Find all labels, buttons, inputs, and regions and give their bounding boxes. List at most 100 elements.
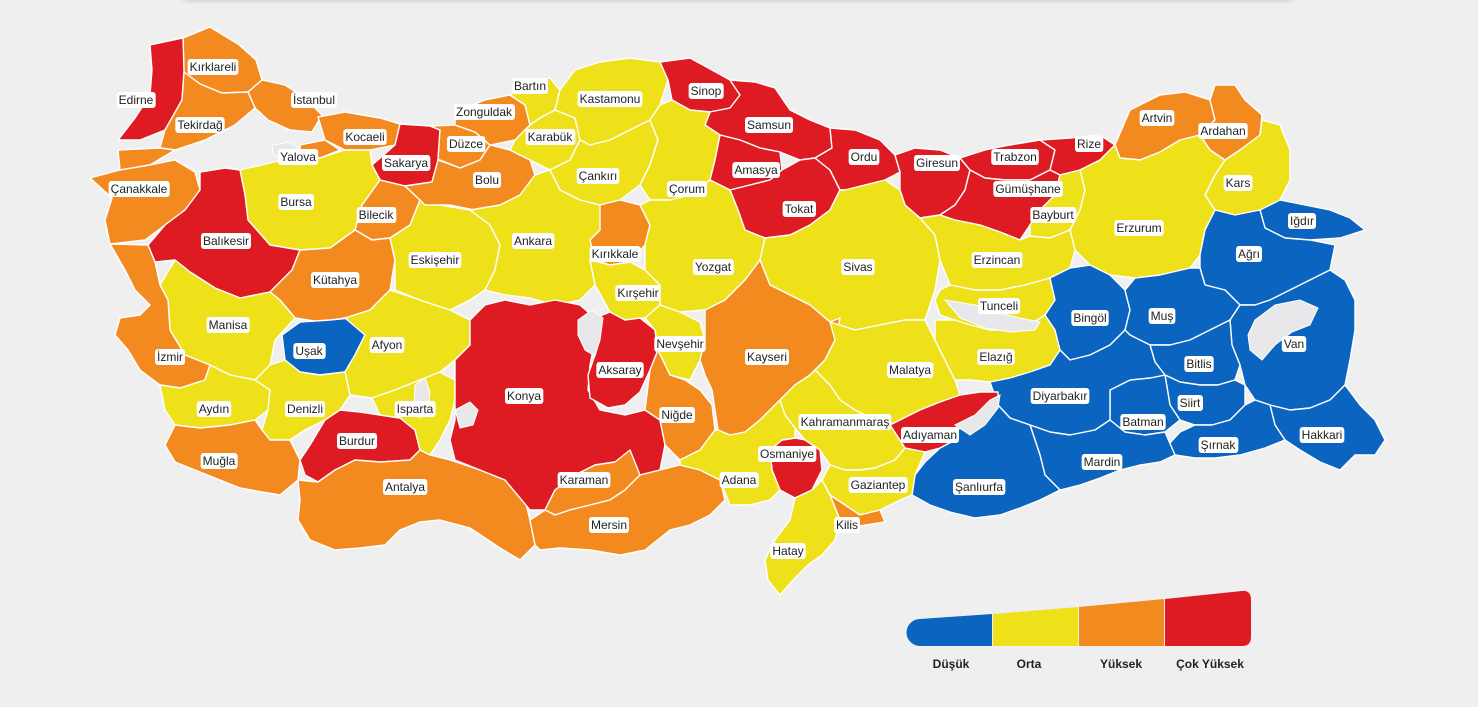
province-label-denizli[interactable]: Denizli	[284, 401, 326, 417]
province-region-edirne[interactable]	[117, 37, 185, 141]
legend-label-low: Düşük	[933, 657, 970, 671]
province-region-adana[interactable]	[679, 399, 796, 506]
province-label-tunceli[interactable]: Tunceli	[977, 298, 1021, 314]
svg-text:Kahramanmaraş: Kahramanmaraş	[801, 415, 890, 429]
province-label-tokat[interactable]: Tokat	[782, 201, 817, 217]
svg-text:Çankırı: Çankırı	[579, 169, 618, 183]
province-label-erzincan[interactable]: Erzincan	[971, 252, 1023, 268]
province-label-van[interactable]: Van	[1281, 336, 1307, 352]
province-label-erzurum[interactable]: Erzurum	[1114, 220, 1164, 236]
province-label-mus[interactable]: Muş	[1148, 308, 1176, 324]
province-label-gumushane[interactable]: Gümüşhane	[993, 181, 1064, 197]
province-label-hatay[interactable]: Hatay	[770, 543, 806, 559]
province-label-istanbul[interactable]: İstanbul	[290, 92, 338, 108]
province-label-kutahya[interactable]: Kütahya	[310, 272, 360, 288]
province-label-bingol[interactable]: Bingöl	[1071, 310, 1109, 326]
province-label-bursa[interactable]: Bursa	[278, 194, 314, 210]
province-label-kahramanmaras[interactable]: Kahramanmaraş	[798, 414, 892, 430]
province-label-yalova[interactable]: Yalova	[278, 149, 319, 165]
province-label-ordu[interactable]: Ordu	[848, 149, 880, 165]
province-label-karaman[interactable]: Karaman	[557, 472, 611, 488]
label-bg	[1281, 336, 1307, 352]
svg-text:Kastamonu: Kastamonu	[580, 92, 641, 106]
label-bg	[381, 155, 431, 171]
province-label-amasya[interactable]: Amasya	[732, 162, 780, 178]
province-label-eskisehir[interactable]: Eskişehir	[408, 252, 462, 268]
province-label-adana[interactable]: Adana	[719, 472, 759, 488]
province-label-nigde[interactable]: Niğde	[659, 407, 695, 423]
province-label-kastamonu[interactable]: Kastamonu	[577, 91, 643, 107]
province-label-kirikkale[interactable]: Kırıkkale	[589, 246, 641, 262]
province-label-kirsehir[interactable]: Kırşehir	[615, 285, 661, 301]
province-label-sanliurfa[interactable]: Şanlıurfa	[952, 479, 1006, 495]
province-label-batman[interactable]: Batman	[1120, 414, 1166, 430]
province-region-canakkale[interactable]	[117, 147, 176, 171]
province-label-yozgat[interactable]: Yozgat	[692, 259, 734, 275]
province-label-aksaray[interactable]: Aksaray	[596, 362, 644, 378]
legend-swatch-low	[906, 614, 992, 646]
province-label-igdir[interactable]: Iğdır	[1287, 213, 1317, 229]
province-region-hatay[interactable]	[764, 479, 841, 596]
province-label-adiyaman[interactable]: Adıyaman	[900, 427, 960, 443]
province-label-izmir[interactable]: İzmir	[155, 349, 185, 365]
province-label-ardahan[interactable]: Ardahan	[1198, 123, 1248, 139]
province-region-aksaray[interactable]	[587, 311, 659, 409]
province-label-karabuk[interactable]: Karabük	[525, 129, 576, 145]
province-label-sirnak[interactable]: Şırnak	[1198, 437, 1239, 453]
province-label-bitlis[interactable]: Bitlis	[1184, 356, 1214, 372]
province-label-bolu[interactable]: Bolu	[472, 172, 502, 188]
province-label-gaziantep[interactable]: Gaziantep	[848, 477, 908, 493]
province-label-zonguldak[interactable]: Zonguldak	[453, 104, 516, 120]
label-bg	[1198, 437, 1239, 453]
province-label-antalya[interactable]: Antalya	[382, 479, 428, 495]
province-label-isparta[interactable]: Isparta	[394, 401, 436, 417]
province-label-duzce[interactable]: Düzce	[446, 136, 486, 152]
province-label-konya[interactable]: Konya	[504, 388, 544, 404]
province-label-siirt[interactable]: Siirt	[1177, 395, 1203, 411]
province-label-mugla[interactable]: Muğla	[200, 453, 238, 469]
province-label-giresun[interactable]: Giresun	[913, 155, 961, 171]
province-label-mersin[interactable]: Mersin	[588, 517, 630, 533]
province-label-diyarbakir[interactable]: Diyarbakır	[1030, 388, 1090, 404]
label-bg	[596, 362, 644, 378]
province-label-osmaniye[interactable]: Osmaniye	[757, 446, 817, 462]
province-label-kilis[interactable]: Kilis	[833, 517, 861, 533]
province-label-bilecik[interactable]: Bilecik	[356, 207, 397, 223]
province-label-sivas[interactable]: Sivas	[841, 259, 875, 275]
province-label-nevsehir[interactable]: Nevşehir	[654, 336, 706, 352]
province-label-balikesir[interactable]: Balıkesir	[200, 233, 252, 249]
province-label-manisa[interactable]: Manisa	[206, 317, 250, 333]
province-label-aydin[interactable]: Aydın	[196, 401, 232, 417]
province-label-kayseri[interactable]: Kayseri	[744, 349, 790, 365]
province-label-afyon[interactable]: Afyon	[369, 337, 405, 353]
province-label-sinop[interactable]: Sinop	[688, 83, 724, 99]
province-label-artvin[interactable]: Artvin	[1139, 110, 1175, 126]
province-label-cankiri[interactable]: Çankırı	[576, 168, 620, 184]
province-label-kirklareli[interactable]: Kırklareli	[187, 59, 239, 75]
province-label-malatya[interactable]: Malatya	[886, 362, 934, 378]
province-label-canakkale[interactable]: Çanakkale	[108, 181, 170, 197]
province-label-bayburt[interactable]: Bayburt	[1030, 207, 1077, 223]
province-label-mardin[interactable]: Mardin	[1081, 454, 1123, 470]
province-label-kocaeli[interactable]: Kocaeli	[343, 129, 387, 145]
province-label-bartin[interactable]: Bartın	[511, 78, 549, 94]
province-label-burdur[interactable]: Burdur	[336, 433, 378, 449]
province-label-elazig[interactable]: Elazığ	[977, 349, 1015, 365]
province-label-rize[interactable]: Rize	[1074, 136, 1104, 152]
province-label-kars[interactable]: Kars	[1223, 175, 1253, 191]
label-bg	[1071, 310, 1109, 326]
legend-label-medium: Orta	[1017, 657, 1042, 671]
province-region-i-stanbul[interactable]	[247, 79, 323, 133]
province-label-ankara[interactable]: Ankara	[511, 233, 555, 249]
svg-text:Gaziantep: Gaziantep	[851, 478, 906, 492]
province-label-edirne[interactable]: Edirne	[116, 92, 156, 108]
province-label-usak[interactable]: Uşak	[293, 343, 326, 359]
province-label-agri[interactable]: Ağrı	[1235, 246, 1263, 262]
province-label-sakarya[interactable]: Sakarya	[381, 155, 431, 171]
province-label-hakkari[interactable]: Hakkari	[1299, 427, 1345, 443]
province-label-samsun[interactable]: Samsun	[744, 117, 794, 133]
province-label-corum[interactable]: Çorum	[666, 181, 708, 197]
province-label-tekirdag[interactable]: Tekirdağ	[175, 117, 225, 133]
province-label-trabzon[interactable]: Trabzon	[991, 149, 1039, 165]
label-bg	[1120, 414, 1166, 430]
